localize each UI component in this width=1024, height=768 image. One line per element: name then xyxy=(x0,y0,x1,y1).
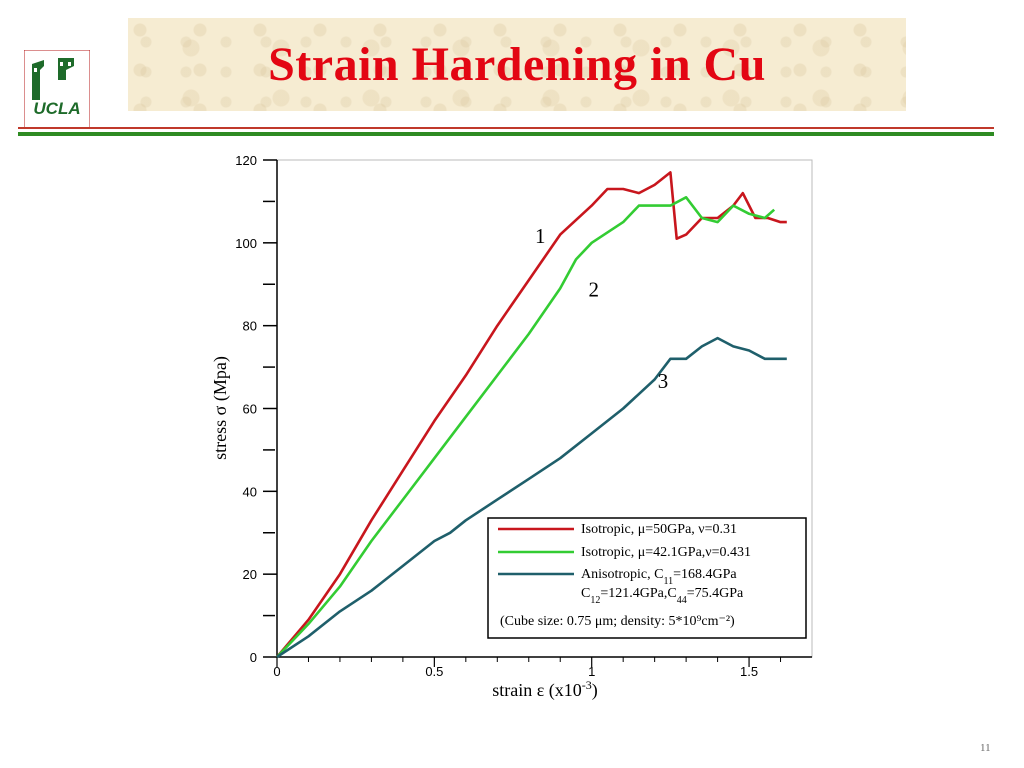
title-banner: Strain Hardening in Cu xyxy=(128,18,906,111)
legend-label-isotropic-2: Isotropic, μ=42.1GPa,ν=0.431 xyxy=(581,545,751,560)
y-tick-label: 80 xyxy=(243,319,257,334)
y-tick-label: 60 xyxy=(243,402,257,417)
slide-title: Strain Hardening in Cu xyxy=(268,38,766,91)
x-axis-title: strain ε (x10-3) xyxy=(492,678,598,701)
title-rule-green xyxy=(18,132,994,136)
y-tick-label: 100 xyxy=(235,236,257,251)
legend-note: (Cube size: 0.75 μm; density: 5*10⁹cm⁻²) xyxy=(500,614,735,629)
curve-label-2: 2 xyxy=(589,278,600,302)
series-isotropic-1-line xyxy=(276,171,787,658)
y-tick-label: 120 xyxy=(235,153,257,168)
legend-label-anisotropic-line2: C12=121.4GPa,C44=75.4GPa xyxy=(581,586,744,606)
page-number: 11 xyxy=(980,742,991,754)
x-tick-label: 0 xyxy=(273,664,280,679)
y-tick-label: 0 xyxy=(250,650,257,665)
x-tick-label: 0.5 xyxy=(425,664,443,679)
curve-label-3: 3 xyxy=(658,369,669,393)
legend-label-anisotropic: Anisotropic, C11=168.4GPa xyxy=(581,567,737,587)
y-axis-title: stress σ (Mpa) xyxy=(210,356,231,460)
svg-text:UCLA: UCLA xyxy=(33,99,80,118)
series-isotropic-2-line xyxy=(276,196,776,658)
x-tick-label: 1 xyxy=(588,664,595,679)
curve-label-1: 1 xyxy=(535,224,546,248)
ucla-logo: UCLA xyxy=(23,49,91,129)
y-tick-label: 20 xyxy=(243,567,257,582)
title-rule-red xyxy=(18,127,994,129)
legend-box xyxy=(487,517,807,639)
legend-label-isotropic-1: Isotropic, μ=50GPa, ν=0.31 xyxy=(581,522,737,537)
series-anisotropic-line xyxy=(276,336,787,659)
y-tick-label: 40 xyxy=(243,484,257,499)
x-tick-label: 1.5 xyxy=(740,664,758,679)
